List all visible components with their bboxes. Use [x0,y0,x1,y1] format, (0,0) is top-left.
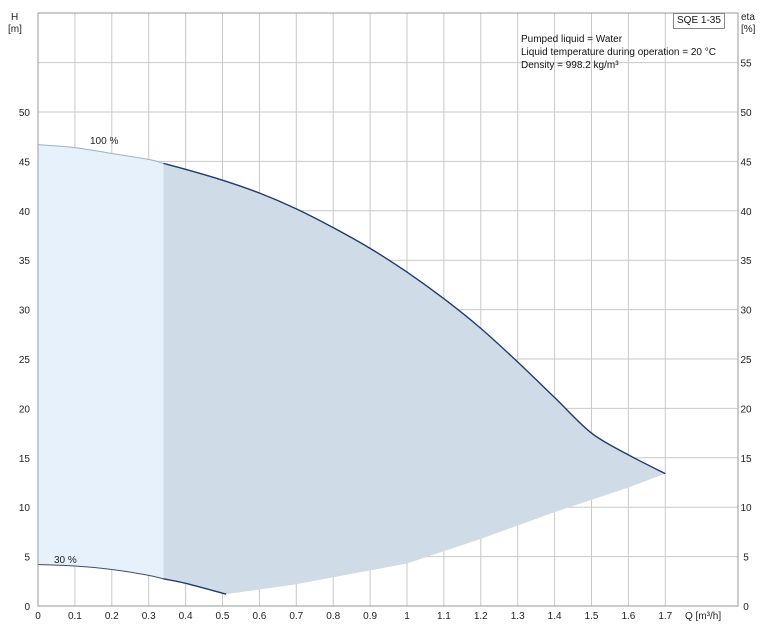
curve-100-left-segment [37,144,164,164]
x-tick-label: 0.9 [363,611,377,622]
y-left-axis-title: H [11,12,18,23]
liquid-temperature-text: Liquid temperature during operation = 20… [521,47,716,58]
x-tick-label: 0 [35,611,41,622]
area-layer [38,144,666,595]
x-tick-label: 0.5 [216,611,230,622]
y-left-tick-label: 25 [19,355,31,366]
x-tick-label: 0.1 [68,611,82,622]
y-right-tick-label: 30 [740,306,752,317]
y-right-tick-label: 15 [740,454,752,465]
y-right-tick-label: 25 [740,355,752,366]
x-tick-label: 1.7 [658,611,672,622]
curve-30-left-segment [37,564,164,580]
x-tick-label: 1.5 [585,611,599,622]
frame-layer [37,12,739,607]
y-left-tick-label: 10 [19,503,31,514]
y-left-tick-label: 45 [19,157,31,168]
y-left-axis-unit: [m] [8,24,22,35]
y-left-tick-label: 15 [19,454,31,465]
y-right-tick-label: 0 [743,602,749,613]
y-right-axis-title: eta [741,12,755,23]
x-axis-title: Q [m³/h] [685,611,721,622]
curve-30-label: 30 % [54,555,77,566]
y-left-tick-label: 30 [19,306,31,317]
pumped-liquid-text: Pumped liquid = Water [521,34,623,45]
x-tick-label: 0.4 [179,611,193,622]
curve-layer [37,144,666,595]
dark-operating-region [163,163,666,595]
x-tick-label: 0.8 [326,611,340,622]
liquid-info: Pumped liquid = Water Liquid temperature… [521,33,716,72]
x-tick-label: 0.3 [142,611,156,622]
light-operating-region [38,144,164,579]
y-right-tick-label: 10 [740,503,752,514]
curve-30-percent [163,578,227,595]
y-left-tick-label: 0 [24,602,30,613]
model-label: SQE 1-35 [673,13,725,29]
y-left-tick-label: 5 [24,553,30,564]
y-left-tick-label: 40 [19,207,31,218]
plot-frame [37,12,739,607]
y-right-tick-label: 50 [740,108,752,119]
y-right-tick-label: 55 [740,59,752,70]
y-right-tick-label: 35 [740,256,752,267]
y-right-tick-label: 20 [740,404,752,415]
y-left-tick-label: 20 [19,404,31,415]
curve-100-label: 100 % [90,136,118,147]
x-tick-label: 1.2 [474,611,488,622]
x-tick-label: 1.4 [548,611,562,622]
x-tick-label: 1 [404,611,410,622]
y-right-tick-label: 45 [740,157,752,168]
density-text: Density = 998.2 kg/m³ [521,60,619,71]
y-right-axis-unit: [%] [741,24,756,35]
x-tick-label: 0.7 [289,611,303,622]
y-left-tick-label: 50 [19,108,31,119]
x-tick-label: 1.3 [511,611,525,622]
y-right-tick-label: 5 [743,553,749,564]
y-right-tick-label: 40 [740,207,752,218]
curve-100-percent [163,162,666,475]
y-left-tick-label: 35 [19,256,31,267]
x-tick-label: 1.6 [621,611,635,622]
x-tick-label: 0.2 [105,611,119,622]
x-tick-label: 0.6 [252,611,266,622]
x-tick-label: 1.1 [437,611,451,622]
tick-layer: 0 0.1 0.2 0.3 0.4 0.5 0.6 0.7 0.8 0.9 1 1.1 1.2 1.3 1.… [19,59,752,622]
